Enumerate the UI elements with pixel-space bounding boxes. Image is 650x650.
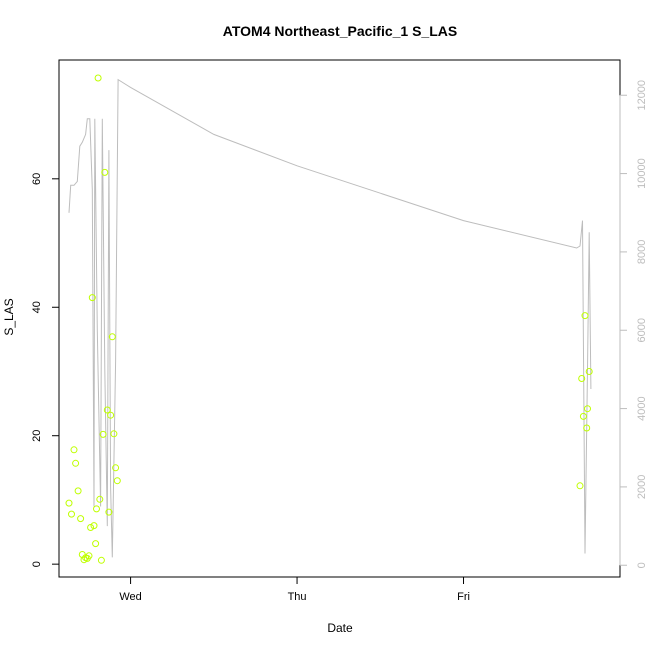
data-point (584, 405, 591, 413)
x-axis-label: Date (327, 621, 353, 635)
y-axis-label: S_LAS (2, 298, 16, 335)
data-point (583, 424, 591, 432)
data-point (112, 464, 120, 472)
data-point (92, 540, 100, 548)
data-point (581, 312, 589, 320)
data-point (105, 508, 113, 516)
y-tick-label: 0 (31, 561, 43, 567)
data-point (579, 412, 587, 420)
data-point (85, 552, 93, 560)
data-point (578, 375, 586, 382)
axes-layer: Wed Thu Fri 0 20 40 60 0 2000 4000 6000 8000 10000 12… (31, 80, 648, 603)
data-point (72, 459, 80, 467)
y-tick-label: 20 (31, 430, 43, 442)
data-point (70, 446, 78, 454)
data-point (77, 515, 85, 523)
data-point (90, 522, 98, 530)
data-point (101, 168, 109, 176)
series-line (68, 78, 592, 558)
data-point (87, 524, 95, 531)
y2-tick-label: 8000 (636, 240, 648, 264)
y2-tick-label: 12000 (636, 80, 648, 111)
line-series-layer (68, 78, 592, 558)
y2-tick-label: 4000 (636, 396, 648, 420)
point-series-layer (65, 74, 593, 564)
data-point (576, 482, 584, 490)
data-point (80, 556, 88, 564)
data-point (113, 477, 121, 485)
data-point (88, 294, 96, 302)
x-tick-label: Fri (457, 591, 470, 603)
y-tick-label: 60 (31, 173, 43, 185)
y2-tick-label: 2000 (636, 475, 648, 499)
data-point (99, 430, 107, 438)
plot-frame (58, 59, 621, 578)
data-point (74, 487, 82, 495)
data-point (96, 495, 104, 503)
data-point (585, 368, 593, 375)
data-point (94, 74, 102, 82)
y2-tick-label: 10000 (636, 158, 648, 189)
x-tick-label: Wed (119, 591, 141, 603)
data-point (103, 406, 111, 414)
data-point (108, 333, 116, 341)
chart-title: ATOM4 Northeast_Pacific_1 S_LAS (223, 23, 457, 39)
y-tick-label: 40 (31, 301, 43, 313)
x-tick-label: Thu (288, 591, 307, 603)
y2-tick-label: 0 (636, 562, 648, 568)
data-point (110, 430, 118, 438)
data-point (68, 510, 75, 518)
data-point (97, 556, 105, 564)
data-point (65, 499, 73, 507)
data-point (93, 505, 100, 513)
y2-tick-label: 6000 (636, 318, 648, 342)
data-point (107, 411, 115, 419)
